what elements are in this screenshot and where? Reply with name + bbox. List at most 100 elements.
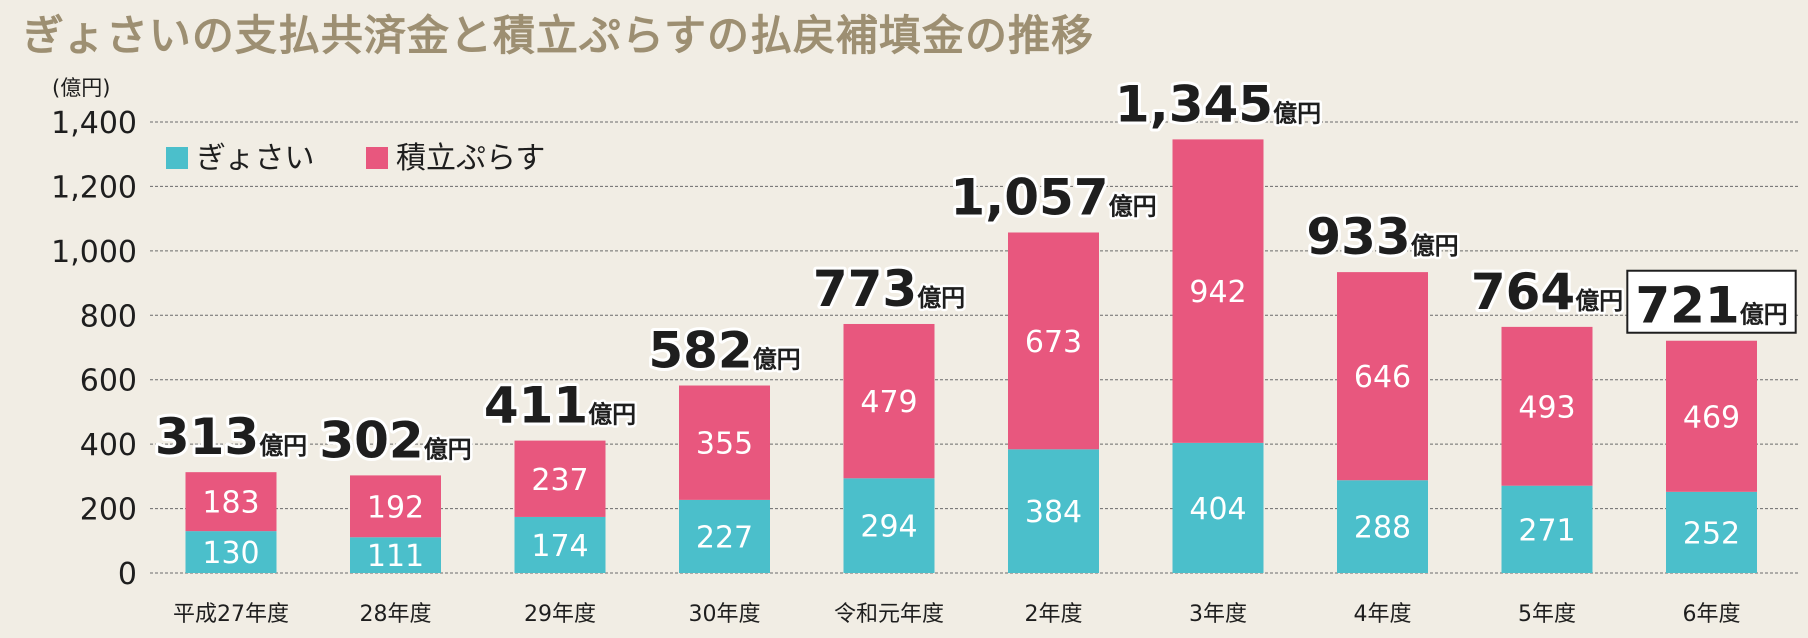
highlight-box [1626, 269, 1797, 334]
total-unit: 億円 [1411, 232, 1459, 260]
y-tick-label: 400 [80, 428, 137, 463]
x-tick-label: 2年度 [1025, 602, 1083, 627]
total-unit: 億円 [917, 284, 965, 312]
total-unit: 億円 [1109, 192, 1157, 220]
legend-label: 積立ぷらす [396, 141, 545, 176]
total-label: 764 億円 [1468, 260, 1626, 324]
x-tick-label: 28年度 [360, 602, 432, 627]
segment-value-label: 673 [1025, 325, 1082, 360]
total-value: 933 [1306, 208, 1410, 266]
total-label: 1,057 億円 [947, 165, 1159, 229]
total-unit: 億円 [1740, 301, 1788, 329]
segment-value-label: 493 [1518, 390, 1575, 425]
bar-segment-gyosai [350, 537, 441, 573]
total-unit: 億円 [1575, 287, 1623, 315]
segment-value-label: 174 [531, 529, 588, 564]
segment-value-label: 469 [1683, 400, 1740, 435]
total-value: 1,057 [950, 168, 1108, 226]
bar-segment-tsumitate [843, 323, 935, 479]
total-label: 302 億円 [316, 408, 474, 472]
total-unit: 億円 [588, 401, 636, 429]
segment-value-label: 237 [531, 463, 588, 498]
x-tick-label: 6年度 [1683, 602, 1741, 627]
total-value: 302 [319, 411, 423, 469]
y-tick-label: 0 [118, 557, 137, 592]
segment-value-label: 288 [1354, 511, 1411, 546]
bar-segment-tsumitate [514, 440, 606, 517]
total-value: 411 [484, 377, 588, 435]
bar-segment-gyosai [185, 531, 277, 573]
total-value: 764 [1471, 263, 1575, 321]
x-tick-label: 5年度 [1518, 602, 1576, 627]
segment-value-label: 479 [860, 385, 917, 420]
bar-segment-gyosai [1008, 449, 1099, 573]
total-label: 933 億円 [1303, 205, 1461, 269]
y-tick-label: 1,200 [51, 170, 137, 205]
total-value: 313 [155, 408, 259, 466]
total-unit: 億円 [259, 432, 307, 460]
segment-value-label: 192 [367, 490, 424, 525]
total-label: 773 億円 [810, 257, 968, 321]
bar-segment-gyosai [514, 516, 606, 573]
y-axis-ticks: 0 200 400 600 800 1,000 1,200 1,400 [51, 106, 137, 592]
y-tick-label: 600 [80, 364, 137, 399]
total-label: 721 億円 [1626, 269, 1797, 338]
segment-value-label: 294 [860, 510, 917, 545]
total-label: 1,345 億円 [1112, 72, 1324, 136]
segment-labels: 130 183 111 192 174 237 227 355 294 479 384 673 404 9… [202, 275, 1740, 574]
y-tick-label: 200 [80, 493, 137, 528]
bar-segment-tsumitate [185, 472, 277, 532]
bar-segment-tsumitate [1337, 272, 1428, 481]
x-tick-label: 令和元年度 [834, 602, 944, 627]
segment-value-label: 384 [1025, 495, 1082, 530]
bar-segment-tsumitate [1501, 326, 1593, 486]
x-axis-labels: 平成27年度 28年度 29年度 30年度 令和元年度 2年度 3年度 4年度 5年度 6年度 [173, 602, 1741, 627]
segment-value-label: 252 [1683, 516, 1740, 551]
total-unit: 億円 [753, 346, 801, 374]
segment-value-label: 183 [202, 486, 259, 521]
total-value: 721 [1635, 277, 1739, 335]
segment-value-label: 111 [367, 539, 424, 574]
bar-segment-tsumitate [1172, 139, 1264, 443]
segment-value-label: 355 [696, 427, 753, 462]
bar-segment-tsumitate [1666, 340, 1757, 492]
x-tick-label: 3年度 [1189, 602, 1247, 627]
y-tick-label: 1,000 [51, 235, 137, 270]
total-value: 582 [648, 322, 752, 380]
x-tick-label: 30年度 [689, 602, 761, 627]
total-unit: 億円 [1273, 99, 1321, 127]
y-tick-label: 800 [80, 299, 137, 334]
segment-value-label: 271 [1518, 513, 1575, 548]
bar-segment-gyosai [1666, 491, 1757, 573]
x-tick-label: 4年度 [1354, 602, 1412, 627]
total-unit: 億円 [424, 435, 472, 463]
bar-segment-gyosai [1172, 442, 1264, 573]
segment-value-label: 646 [1354, 360, 1411, 395]
segment-value-label: 942 [1189, 275, 1246, 310]
segment-value-label: 130 [202, 536, 259, 571]
total-label: 582 億円 [645, 319, 803, 383]
legend: ぎょさい 積立ぷらす [166, 141, 545, 176]
bar-segment-gyosai [843, 478, 935, 573]
total-value: 773 [813, 260, 917, 318]
bar-segment-gyosai [1337, 480, 1428, 573]
y-tick-label: 1,400 [51, 106, 137, 141]
total-label: 411 億円 [481, 374, 639, 438]
legend-swatch [166, 147, 188, 169]
bar-segment-tsumitate [1008, 232, 1099, 450]
total-value: 1,345 [1115, 75, 1273, 133]
y-axis-unit-label: (億円) [52, 76, 110, 100]
total-label: 313 億円 [152, 405, 310, 469]
bars [185, 139, 1757, 573]
bar-segment-tsumitate [679, 385, 770, 500]
legend-swatch [366, 147, 388, 169]
x-tick-label: 29年度 [524, 602, 596, 627]
bar-segment-tsumitate [350, 475, 441, 538]
segment-value-label: 404 [1189, 492, 1246, 527]
x-tick-label: 平成27年度 [173, 602, 289, 627]
bar-segment-gyosai [1501, 485, 1593, 573]
chart-title: ぎょさいの支払共済金と積立ぷらすの払戻補填金の推移 [22, 11, 1095, 60]
bar-segment-gyosai [679, 499, 770, 573]
